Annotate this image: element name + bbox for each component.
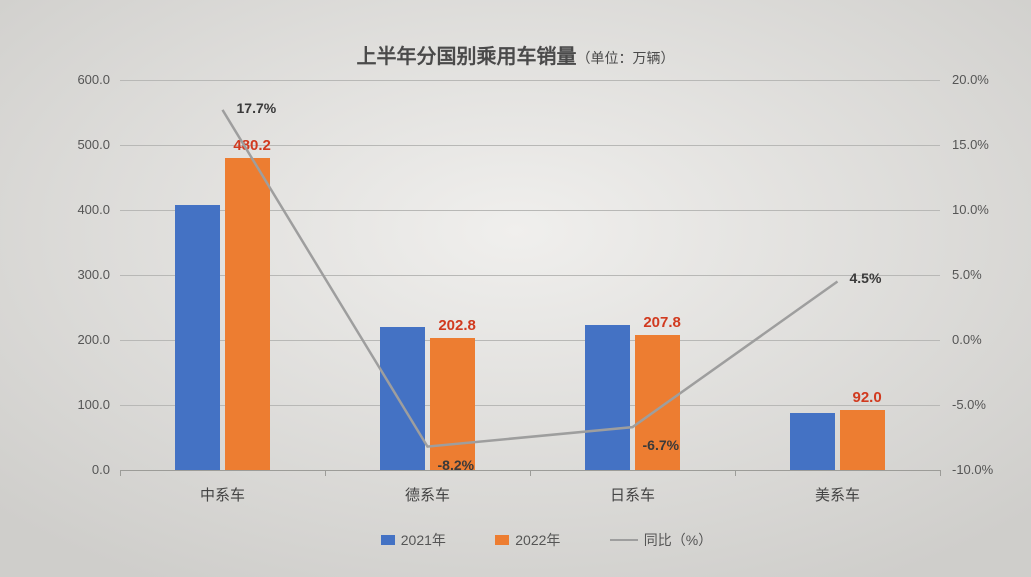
legend-item: 2022年 (495, 530, 560, 550)
line-value-label: 4.5% (850, 271, 882, 285)
line-value-label: 17.7% (237, 101, 277, 115)
legend-text: 2022年 (515, 530, 560, 550)
legend-swatch (381, 535, 395, 545)
legend-line-icon (610, 539, 638, 541)
line-value-label: -8.2% (438, 458, 475, 472)
legend-item: 2021年 (381, 530, 446, 550)
legend-swatch (495, 535, 509, 545)
yoy-line (223, 110, 838, 447)
legend-item: 同比（%） (610, 530, 712, 550)
line-value-label: -6.7% (643, 438, 680, 452)
legend-text: 2021年 (401, 530, 446, 550)
chart-stage: 上半年分国别乘用车销量（单位：万辆）0.0100.0200.0300.0400.… (0, 0, 1031, 577)
legend-text: 同比（%） (644, 530, 712, 550)
line-overlay (0, 0, 1031, 577)
